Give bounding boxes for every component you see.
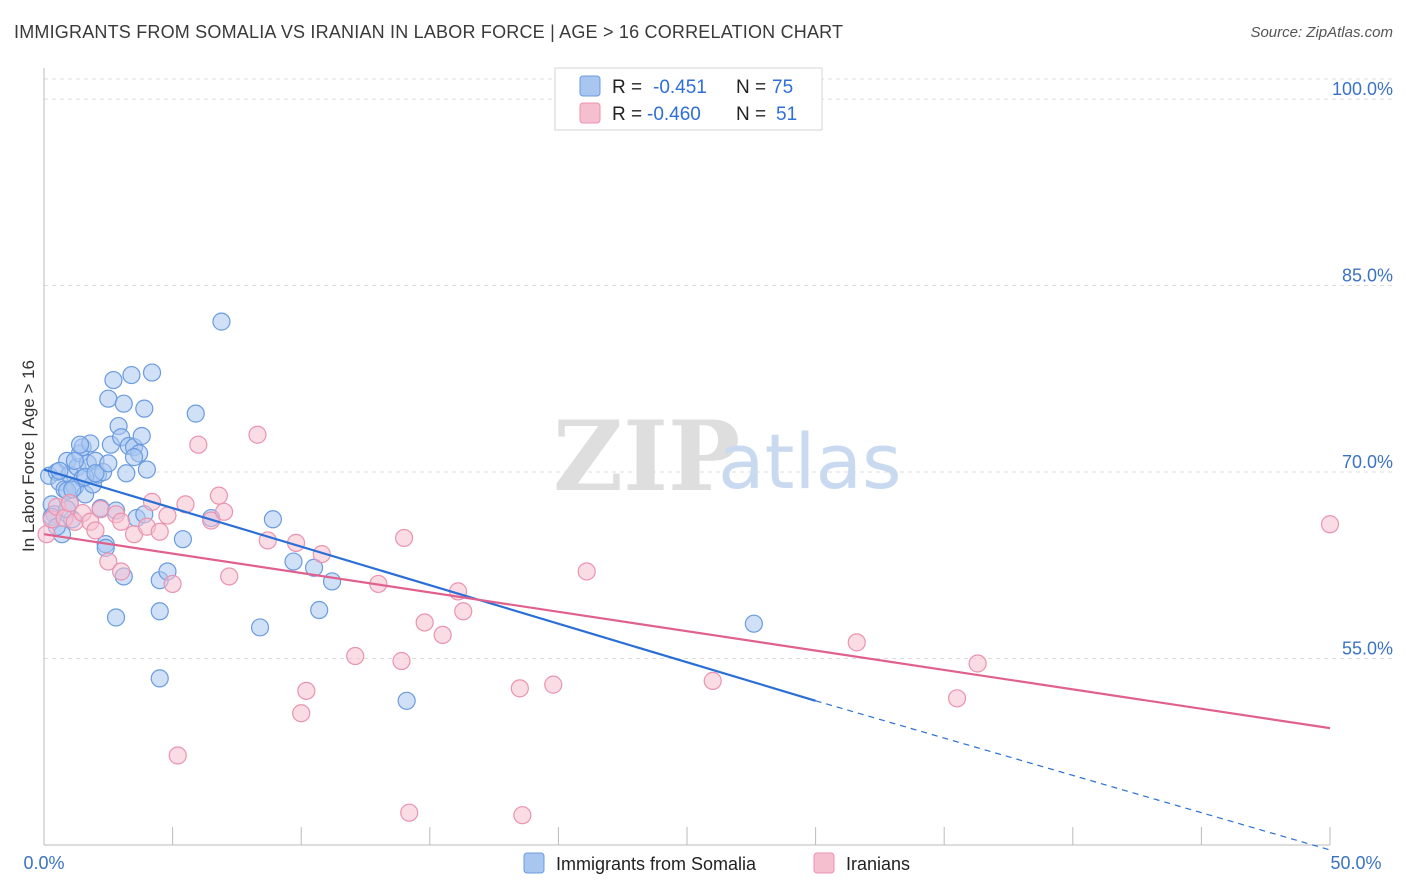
- legend-n-value-2: 51: [776, 104, 797, 125]
- somalia-point: [117, 464, 136, 483]
- iranian-point: [1320, 515, 1340, 534]
- somalia-point: [124, 448, 144, 467]
- iranian-point: [454, 602, 473, 621]
- somalia-point: [142, 363, 162, 382]
- somalia-point: [173, 530, 192, 549]
- iranian-point: [312, 544, 331, 564]
- somalia-point: [397, 691, 416, 710]
- iranian-point: [947, 689, 967, 708]
- gridlines: [44, 78, 1393, 660]
- somalia-point: [150, 602, 169, 621]
- iranian-point: [968, 654, 987, 673]
- somalia-point: [135, 399, 154, 418]
- trend-line-iranian: [43, 533, 1331, 730]
- legend-r-value-1: -0.451: [653, 77, 707, 98]
- iranian-point: [292, 704, 311, 723]
- somalia-point: [322, 572, 342, 591]
- somalia-point: [250, 618, 270, 637]
- iranian-point: [60, 494, 79, 513]
- iranian-point: [163, 574, 182, 594]
- stats-legend: R = -0.451 N = 75 R = -0.460 N = 51: [554, 67, 823, 131]
- somalia-point: [212, 312, 231, 331]
- somalia-point: [99, 389, 118, 408]
- iranian-point: [99, 552, 118, 571]
- series-legend-swatch-somalia: [523, 852, 545, 874]
- iranian-point: [209, 486, 228, 505]
- iranian-point: [158, 506, 177, 525]
- legend-r-value-2: -0.460: [647, 104, 701, 125]
- somalia-point: [122, 365, 141, 385]
- iranian-point: [703, 671, 722, 690]
- somalia-point: [310, 600, 329, 620]
- iranian-point: [392, 651, 411, 671]
- somalia-point: [150, 669, 169, 688]
- series-legend-label-iranian: Iranians: [846, 854, 910, 874]
- somalia-point: [86, 464, 105, 483]
- iranian-point: [112, 562, 131, 581]
- series-iranian-points: [37, 425, 1340, 825]
- y-tick-label-55: 55.0%: [1342, 639, 1393, 659]
- somalia-point: [114, 394, 133, 413]
- y-tick-label-85: 85.0%: [1342, 266, 1393, 286]
- iranian-point: [544, 675, 563, 694]
- somalia-point: [744, 614, 763, 633]
- trend-lines: [43, 468, 1331, 851]
- legend-n-value-1: 75: [772, 77, 793, 98]
- iranian-point: [577, 562, 596, 581]
- somalia-point: [99, 454, 118, 473]
- iranian-point: [415, 613, 434, 632]
- somalia-point: [104, 370, 123, 390]
- iranian-point: [248, 425, 267, 444]
- somalia-point: [284, 552, 303, 571]
- iranian-point: [346, 646, 365, 666]
- legend-r-label-1: R =: [612, 77, 642, 98]
- somalia-point: [132, 426, 151, 446]
- somalia-point: [106, 608, 126, 627]
- iranian-point: [91, 500, 110, 519]
- legend-n-label-2: N =: [736, 104, 766, 125]
- iranian-point: [112, 512, 131, 531]
- somalia-point: [186, 404, 205, 423]
- iranian-point: [297, 681, 316, 700]
- somalia-point: [137, 460, 156, 479]
- iranian-point: [513, 806, 532, 825]
- series-legend-label-somalia: Immigrants from Somalia: [556, 854, 757, 874]
- iranian-point: [510, 679, 529, 698]
- trend-line-somalia: [43, 468, 816, 702]
- somalia-point: [263, 510, 283, 529]
- iranian-point: [220, 567, 239, 586]
- series-legend: Immigrants from Somalia Iranians: [523, 852, 910, 874]
- iranian-point: [168, 746, 187, 765]
- source-label: Source: ZipAtlas.com: [1250, 24, 1393, 41]
- legend-swatch-iranian: [579, 102, 601, 124]
- iranian-point: [189, 435, 208, 454]
- iranian-point: [86, 521, 105, 540]
- iranian-point: [214, 502, 234, 521]
- iranian-point: [150, 522, 169, 541]
- y-tick-labels: 55.0% 70.0% 85.0% 100.0%: [1332, 79, 1393, 658]
- iranian-point: [394, 528, 414, 548]
- legend-swatch-somalia: [579, 75, 601, 97]
- trend-line-somalia-extension: [815, 700, 1331, 851]
- somalia-point: [304, 558, 324, 577]
- iranian-point: [847, 633, 866, 652]
- x-tick-label-min: 0.0%: [23, 853, 64, 873]
- x-tick-label-max: 50.0%: [1330, 853, 1381, 873]
- iranian-point: [433, 625, 452, 644]
- somalia-point: [65, 451, 84, 470]
- watermark-atlas: atlas: [718, 417, 902, 506]
- legend-r-label-2: R =: [612, 104, 642, 125]
- series-legend-swatch-iranian: [813, 852, 835, 874]
- chart-title: IMMIGRANTS FROM SOMALIA VS IRANIAN IN LA…: [14, 22, 844, 42]
- x-tick-marks: [43, 827, 1331, 845]
- watermark-zip: ZIP: [553, 400, 740, 513]
- iranian-point: [400, 803, 419, 822]
- somalia-point: [70, 435, 90, 454]
- legend-n-label-1: N =: [736, 77, 766, 98]
- y-tick-label-100: 100.0%: [1332, 79, 1393, 99]
- y-tick-label-70: 70.0%: [1342, 452, 1393, 472]
- y-axis-label: In Labor Force | Age > 16: [19, 360, 38, 552]
